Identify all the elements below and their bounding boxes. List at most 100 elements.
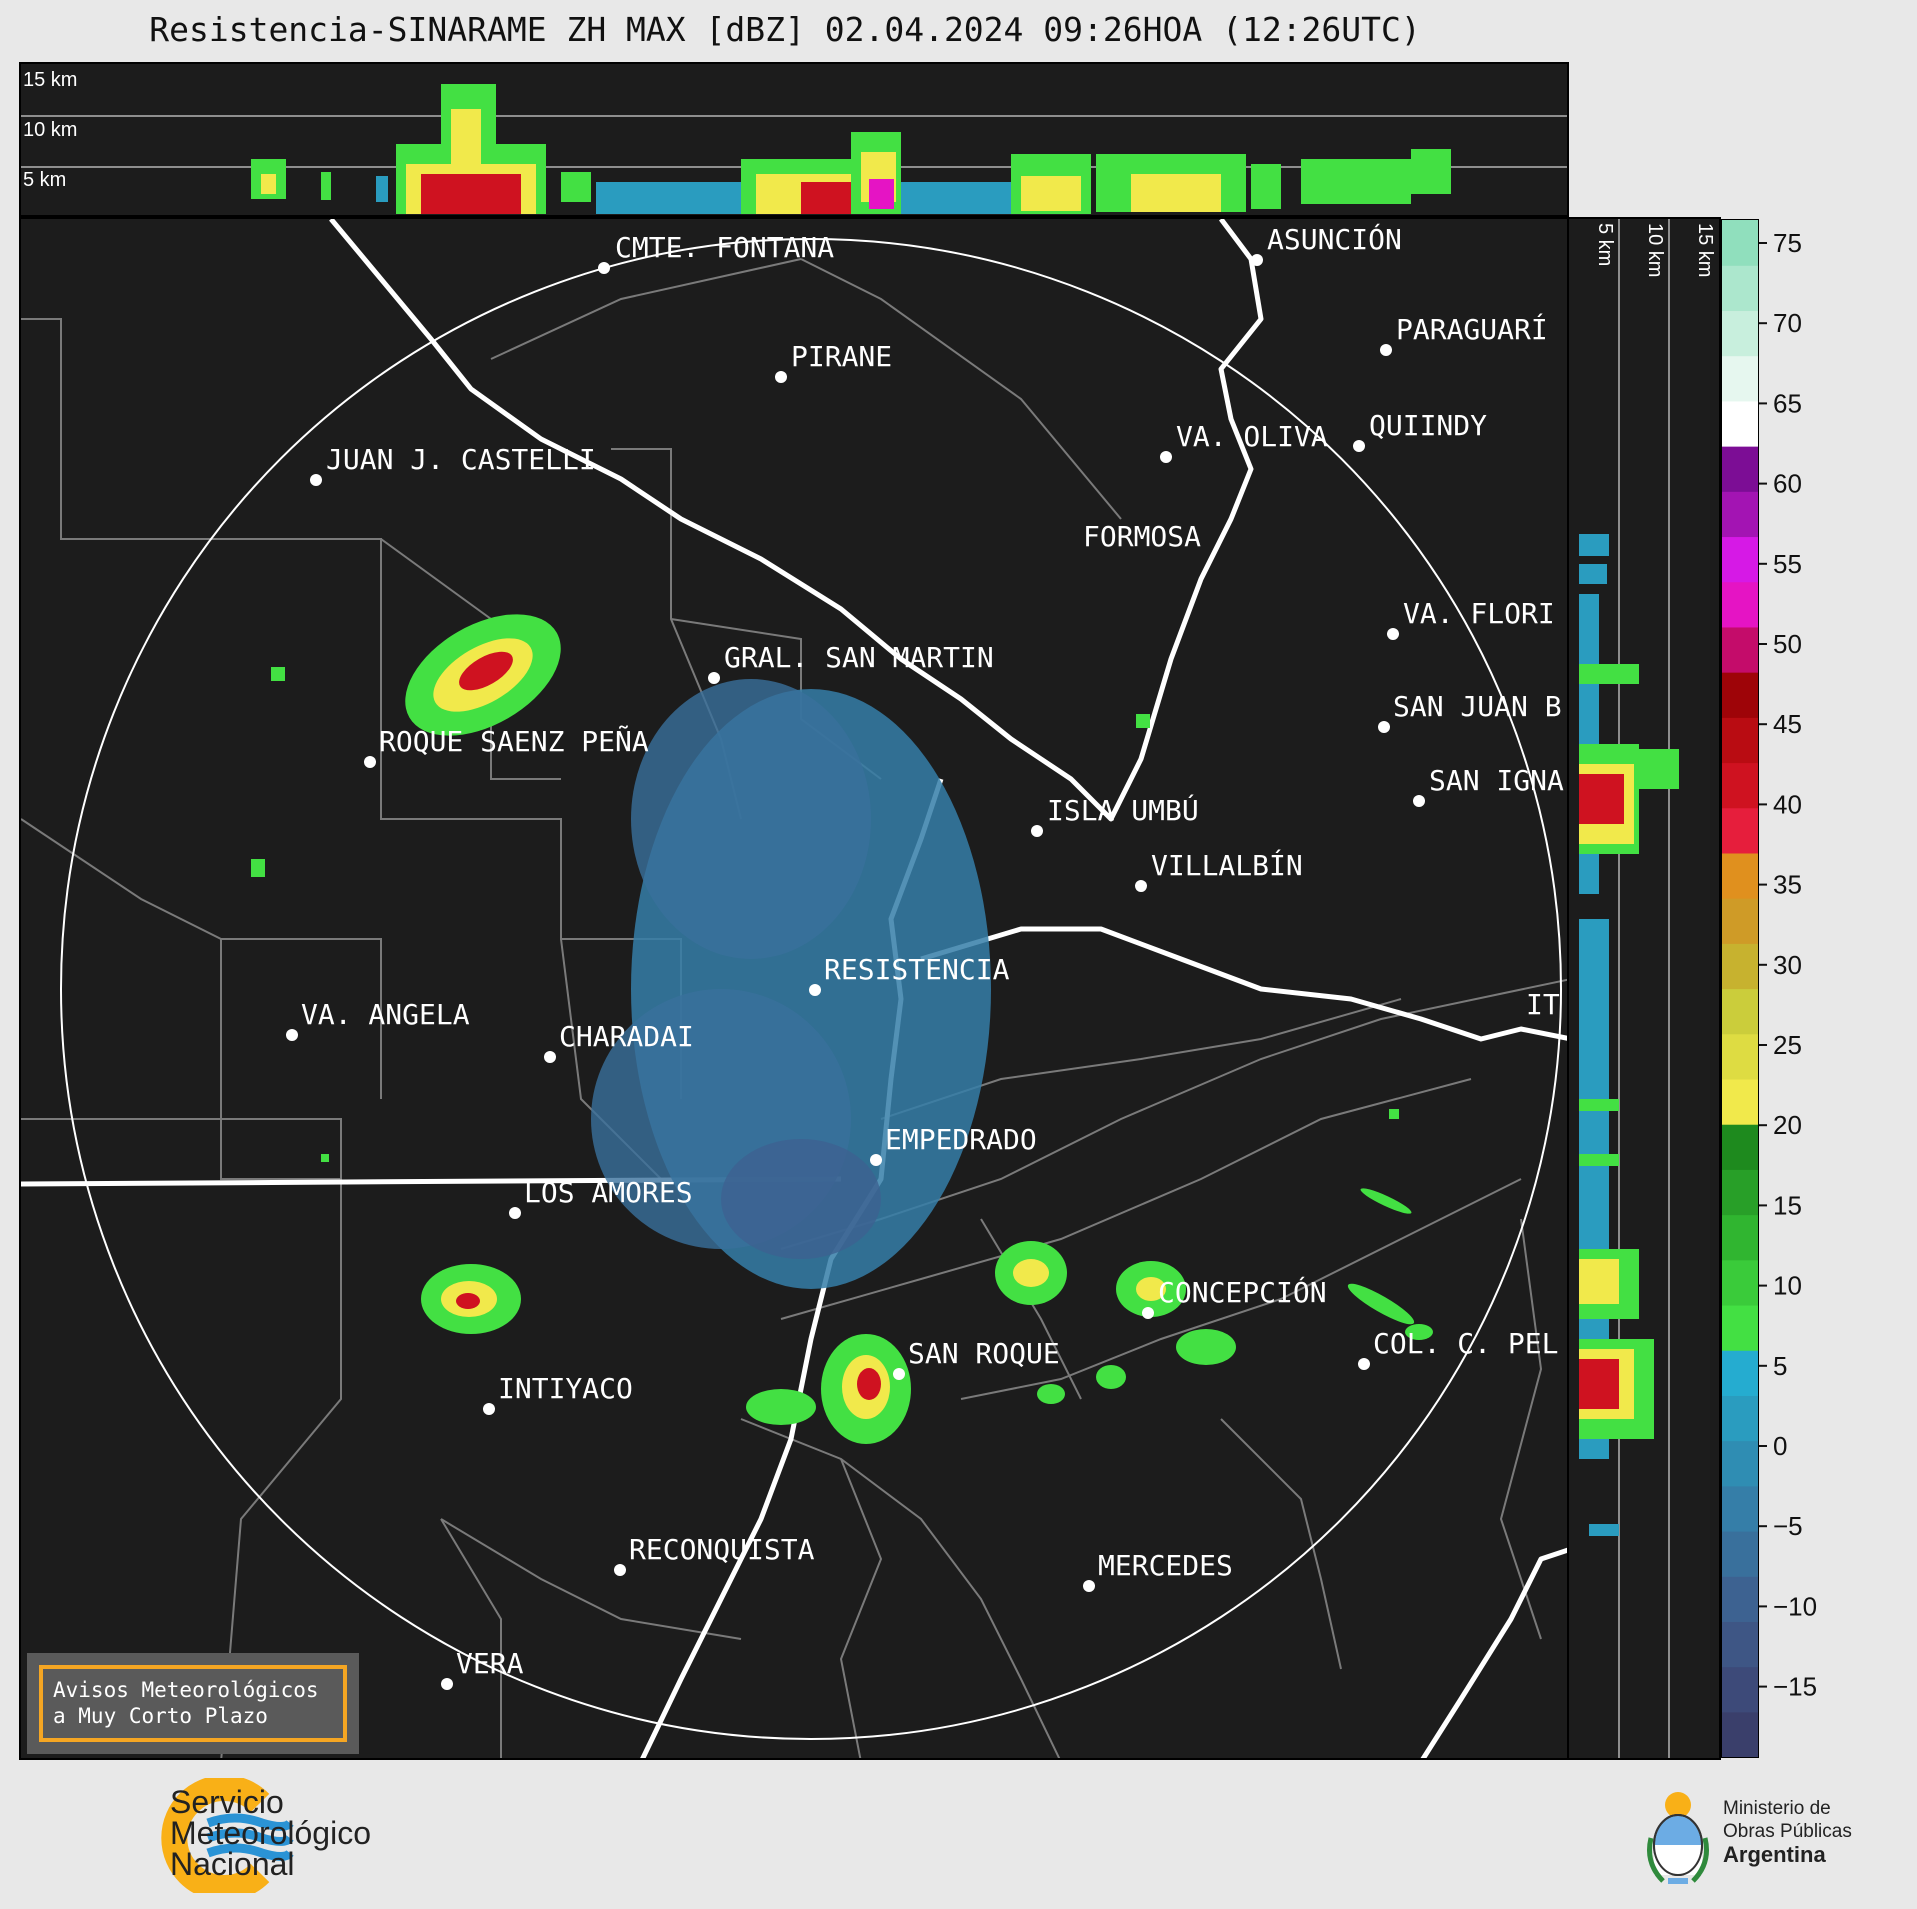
colorbar-tick-label: 60 (1773, 469, 1802, 499)
top-level-10km: 10 km (23, 119, 77, 141)
smn-line-3: Nacional (170, 1846, 295, 1882)
city-va-oliva: VA. OLIVA (1176, 420, 1328, 453)
city-asuncion: ASUNCIÓN (1267, 222, 1402, 256)
radar-map[interactable]: CMTE. FONTANA ASUNCIÓN PARAGUARÍ PIRANE … (19, 217, 1569, 1760)
colorbar-swatch (1722, 1576, 1758, 1622)
city-cmte-fontana: CMTE. FONTANA (615, 231, 834, 264)
colorbar-swatch (1722, 852, 1758, 899)
smn-name: Servicio Meteorológico Nacional (170, 1784, 371, 1882)
colorbar-swatch (1722, 220, 1758, 266)
city-charadai: CHARADAI (559, 1020, 694, 1053)
colorbar-swatch (1722, 1666, 1758, 1713)
colorbar-swatch (1722, 943, 1758, 990)
colorbar-tick-label: 45 (1773, 709, 1802, 739)
colorbar-tick-label: 75 (1773, 228, 1802, 258)
city-va-angela: VA. ANGELA (301, 998, 470, 1031)
city-roque-saenz-pena: ROQUE SAENZ PEÑA (379, 724, 649, 758)
colorbar-swatch (1722, 988, 1758, 1035)
colorbar-tick-label: 15 (1773, 1190, 1802, 1220)
colorbar-swatch (1722, 310, 1758, 357)
colorbar-tick-label: 65 (1773, 388, 1802, 418)
city-san-igna: SAN IGNA (1429, 764, 1564, 797)
side-level-5km: 5 km (1594, 223, 1616, 266)
colorbar-swatch (1722, 1485, 1758, 1532)
city-mercedes: MERCEDES (1098, 1549, 1233, 1582)
colorbar-swatch (1722, 1304, 1758, 1351)
colorbar-tick-label: 30 (1773, 950, 1802, 980)
colorbar-swatch (1722, 1530, 1758, 1577)
colorbar-tick-label: −5 (1773, 1511, 1803, 1541)
reflectivity-colorbar (1721, 219, 1759, 1758)
colorbar-swatches (1722, 220, 1758, 1758)
smn-line-1: Servicio (170, 1784, 284, 1820)
colorbar-swatch (1722, 762, 1758, 809)
city-intiyaco: INTIYACO (498, 1372, 633, 1405)
city-formosa: FORMOSA (1083, 520, 1201, 553)
map-title: Resistencia-SINARAME ZH MAX [dBZ] 02.04.… (149, 10, 1421, 49)
alert-box-border: Avisos Meteorológicos a Muy Corto Plazo (39, 1665, 347, 1742)
city-san-roque: SAN ROQUE (908, 1337, 1060, 1370)
top-echo-cells (251, 84, 1451, 214)
colorbar-swatch (1722, 581, 1758, 628)
colorbar-tick-label: 55 (1773, 549, 1802, 579)
top-height-profile: 15 km 10 km 5 km (19, 62, 1569, 217)
city-markers (286, 254, 1425, 1690)
colorbar-swatch (1722, 1621, 1758, 1668)
colorbar-tick-label: 0 (1773, 1431, 1787, 1461)
colorbar-swatch (1722, 536, 1758, 583)
colorbar-swatch (1722, 491, 1758, 538)
city-reconquista: RECONQUISTA (629, 1533, 815, 1566)
colorbar-tick-label: 5 (1773, 1351, 1787, 1381)
top-profile-plot: 15 km 10 km 5 km (21, 69, 1567, 214)
colorbar-swatch (1722, 1214, 1758, 1261)
city-empedrado: EMPEDRADO (885, 1123, 1037, 1156)
alert-line-1: Avisos Meteorológicos (53, 1678, 319, 1702)
city-vera: VERA (456, 1647, 524, 1680)
city-san-juan-b: SAN JUAN B (1393, 690, 1562, 723)
colorbar-swatch (1722, 807, 1758, 854)
colorbar-tick-label: 10 (1773, 1271, 1802, 1301)
top-level-15km: 15 km (23, 69, 77, 91)
colorbar-tick-label: 40 (1773, 789, 1802, 819)
colorbar-swatch (1722, 672, 1758, 718)
colorbar-swatch (1722, 265, 1758, 312)
colorbar-swatch (1722, 1711, 1758, 1758)
city-resistencia: RESISTENCIA (824, 953, 1010, 986)
side-level-15km: 15 km (1694, 223, 1716, 277)
city-concepcion: CONCEPCIÓN (1158, 1275, 1327, 1309)
colorbar-tick-labels: 75 70 65 60 55 50 45 40 35 30 25 20 15 10 5 0 −5 −10 −15 (1759, 219, 1879, 1758)
colorbar-tick-label: −15 (1773, 1672, 1817, 1702)
city-paraguari: PARAGUARÍ (1396, 312, 1548, 346)
side-level-10km: 10 km (1644, 223, 1666, 277)
colorbar-tick-label: 70 (1773, 308, 1802, 338)
alert-line-2: a Muy Corto Plazo (53, 1704, 268, 1728)
side-echo-cells (1579, 534, 1679, 1536)
colorbar-swatch (1722, 355, 1758, 402)
city-gral-san-martin: GRAL. SAN MARTIN (724, 641, 994, 674)
city-va-flori: VA. FLORI (1403, 597, 1555, 630)
top-level-5km: 5 km (23, 169, 66, 191)
colorbar-swatch (1722, 400, 1758, 447)
colorbar-swatch (1722, 1078, 1758, 1125)
colorbar-tick-label: 35 (1773, 870, 1802, 900)
colorbar-tick-label: −10 (1773, 1591, 1817, 1621)
ministry-line-1: Ministerio de (1723, 1798, 1831, 1819)
colorbar-swatch (1722, 898, 1758, 944)
city-villalbin: VILLALBÍN (1151, 848, 1303, 882)
ministry-line-3: Argentina (1723, 1842, 1826, 1867)
city-labels: CMTE. FONTANA ASUNCIÓN PARAGUARÍ PIRANE … (301, 222, 1564, 1680)
colorbar-swatch (1722, 1124, 1758, 1170)
ministry-name: Ministerio de Obras Públicas Argentina (1723, 1797, 1852, 1866)
colorbar-swatch (1722, 717, 1758, 764)
city-isla-umbu: ISLA UMBÚ (1047, 793, 1199, 827)
smn-line-2: Meteorológico (170, 1815, 371, 1851)
smn-logo-icon (161, 1778, 294, 1893)
city-col-c-pel: COL. C. PEL (1373, 1327, 1558, 1360)
city-juan-j-castelli: JUAN J. CASTELLI (326, 443, 596, 476)
range-ring (60, 238, 1562, 1740)
colorbar-swatch (1722, 1440, 1758, 1487)
colorbar-swatch (1722, 1169, 1758, 1216)
alert-box: Avisos Meteorológicos a Muy Corto Plazo (27, 1653, 359, 1754)
city-quiindy: QUIINDY (1369, 409, 1487, 442)
